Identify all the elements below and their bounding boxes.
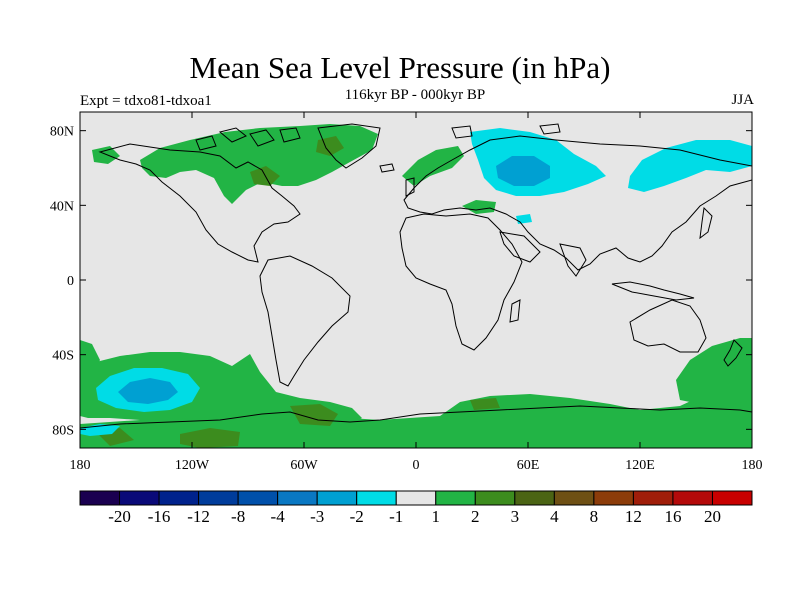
colorbar-label: -1: [389, 507, 403, 526]
colorbar-label: 4: [550, 507, 559, 526]
greenland-sea-positive: [402, 146, 464, 186]
map-panel: [80, 112, 752, 448]
level3-patch-indian-ocean: [470, 398, 500, 410]
colorbar-swatch: [237, 490, 279, 506]
coast-new-zealand: [723, 339, 743, 367]
coast-arabia: [499, 231, 541, 263]
colorbar-swatch: [198, 490, 239, 506]
coast-iceland: [379, 163, 395, 173]
colorbar-label: -8: [231, 507, 245, 526]
map-subtitle: 116kyr BP - 000kyr BP: [344, 87, 486, 103]
negative-anomaly-layer: [80, 128, 752, 436]
colorbar-label: -2: [350, 507, 364, 526]
colorbar-label: -16: [148, 507, 171, 526]
colorbar-label: 8: [590, 507, 599, 526]
coast-greenland: [317, 123, 381, 169]
colorbar-label: 12: [625, 507, 642, 526]
colorbar-swatch: [158, 490, 200, 506]
colorbar-swatch: [474, 490, 516, 506]
colorbar-label: -4: [271, 507, 286, 526]
new-zealand-positive: [676, 338, 752, 404]
lon-tick-label: 120W: [175, 458, 210, 473]
eurasia-negative-inner: [496, 156, 550, 186]
lon-tick-label: 180: [742, 458, 763, 473]
colorbar-label: 3: [511, 507, 520, 526]
level3-patch-antarctic-west: [180, 428, 240, 448]
coast-north-america: [98, 143, 301, 263]
lon-tick-label: 60W: [290, 458, 318, 473]
colorbar-swatch: [435, 490, 476, 506]
lat-tick-label: 40S: [52, 349, 74, 364]
coast-antarctica: [80, 405, 752, 429]
coast-india: [559, 243, 587, 277]
coast-eurasia: [403, 135, 752, 271]
lon-tick-label: 60E: [517, 458, 540, 473]
colorbar-swatch: [672, 490, 713, 506]
colorbar-swatch: [395, 490, 437, 506]
coastlines: [80, 123, 752, 429]
colorbar-label: -3: [310, 507, 324, 526]
coast-africa: [399, 213, 523, 351]
colorbar-swatch: [79, 490, 121, 506]
coast-madagascar: [509, 299, 521, 323]
colorbar-swatch: [356, 490, 397, 506]
coast-japan: [699, 206, 713, 240]
colorbar: -20 -16 -12 -8 -4 -3 -2 -1 1 2 3 4 8 12 16 20: [79, 490, 753, 526]
colorbar-swatch: [277, 490, 318, 506]
coast-uk: [405, 177, 415, 197]
lat-tick-label: 80S: [52, 423, 74, 438]
longitude-axis: 180 120W 60W 0 60E 120E 180: [70, 112, 763, 473]
southern-ocean-positive: [80, 360, 752, 448]
colorbar-label: 2: [471, 507, 480, 526]
arctic-islands: [195, 123, 561, 151]
colorbar-swatch: [119, 490, 160, 506]
lat-tick-label: 40N: [50, 199, 74, 214]
colorbar-label: 1: [432, 507, 441, 526]
colorbar-label: -20: [108, 507, 131, 526]
colorbar-swatch: [553, 490, 595, 506]
siberia-negative: [628, 140, 752, 192]
lon-tick-label: 0: [413, 458, 420, 473]
map-title: Mean Sea Level Pressure (in hPa): [189, 50, 611, 85]
lat-tick-label: 80N: [50, 125, 74, 140]
lat-tick-label: 0: [67, 274, 74, 289]
colorbar-swatch: [632, 490, 674, 506]
coast-south-america: [259, 255, 351, 387]
colorbar-label: -12: [187, 507, 210, 526]
colorbar-swatch: [514, 490, 555, 506]
lon-tick-label: 180: [70, 458, 91, 473]
level3-anomaly-layer: [96, 136, 500, 448]
coast-australia: [629, 299, 707, 353]
mediterranean-positive: [462, 200, 496, 214]
season-label: JJA: [731, 92, 754, 108]
colorbar-label: 20: [704, 507, 721, 526]
coast-indonesia: [611, 281, 695, 301]
experiment-label: Expt = tdxo81-tdxoa1: [80, 93, 212, 109]
south-pacific-negative-inner: [118, 378, 178, 404]
northwest-pacific-positive: [92, 146, 120, 164]
lon-tick-label: 120E: [625, 458, 655, 473]
latitude-axis: 80N 40N 0 40S 80S: [50, 125, 752, 438]
colorbar-swatch: [593, 490, 634, 506]
colorbar-swatch: [711, 490, 753, 506]
colorbar-label: 16: [664, 507, 681, 526]
colorbar-swatch: [316, 490, 358, 506]
